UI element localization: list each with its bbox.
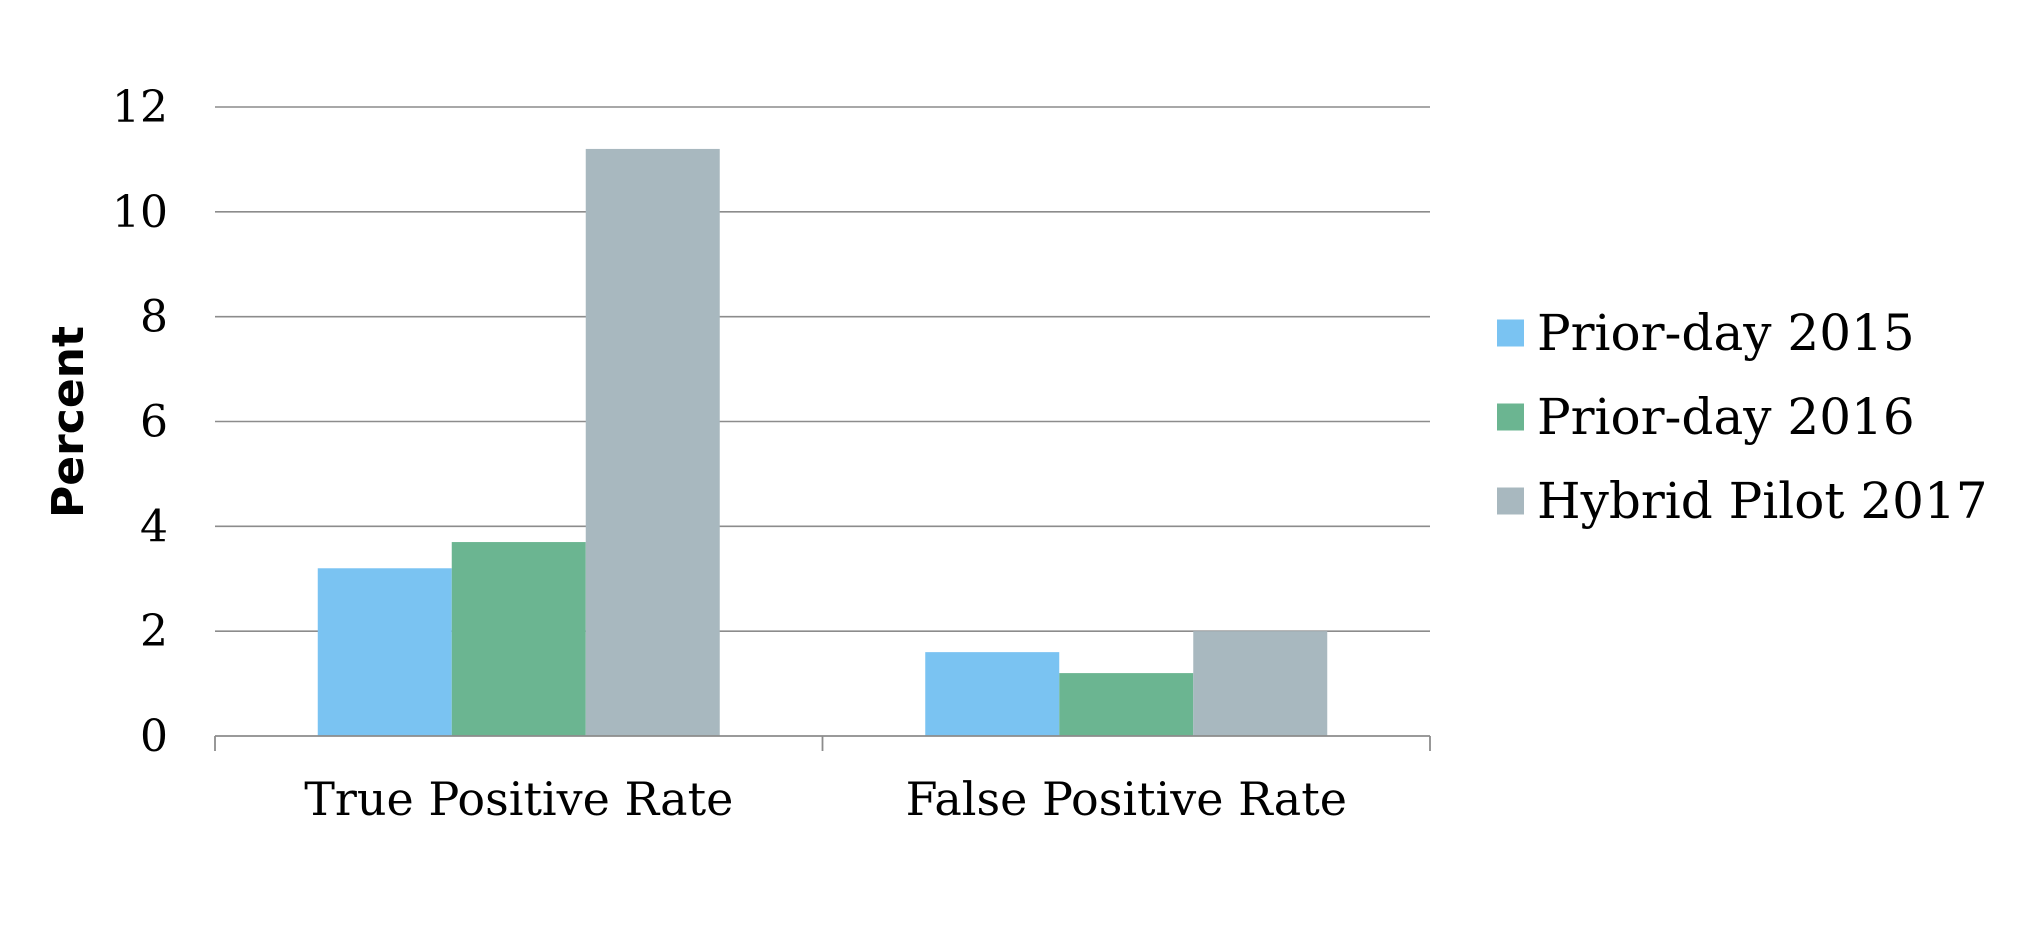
y-tick-label: 0 — [140, 711, 168, 762]
gridlines — [215, 106, 1430, 632]
y-tick-label: 2 — [140, 606, 168, 657]
bars — [317, 148, 1328, 736]
x-category-label: False Positive Rate — [906, 772, 1347, 826]
legend-label: Prior-day 2016 — [1537, 388, 1915, 446]
legend-swatch — [1497, 487, 1524, 515]
legend-label: Hybrid Pilot 2017 — [1537, 472, 1988, 530]
labels: 0 2 4 6 8 10 12 True Positive Rate False Positiv… — [112, 82, 1347, 826]
y-tick-label: 10 — [112, 187, 168, 238]
y-tick-label: 6 — [140, 397, 168, 448]
bar — [451, 542, 586, 736]
y-tick-label: 8 — [140, 292, 168, 343]
bar — [1059, 673, 1194, 736]
legend-swatch — [1497, 403, 1524, 431]
legend-swatch — [1497, 319, 1524, 347]
y-axis-title: Percent — [43, 326, 94, 518]
bar — [317, 568, 452, 736]
axes — [214, 735, 1431, 751]
bar — [1193, 631, 1328, 736]
bar — [585, 148, 720, 736]
bar — [925, 652, 1060, 736]
legend: Prior-day 2015 Prior-day 2016 Hybrid Pilot… — [1497, 304, 1988, 530]
y-tick-label: 12 — [112, 82, 168, 133]
y-tick-label: 4 — [140, 501, 168, 552]
legend-label: Prior-day 2015 — [1537, 304, 1915, 362]
x-category-label: True Positive Rate — [304, 772, 733, 826]
